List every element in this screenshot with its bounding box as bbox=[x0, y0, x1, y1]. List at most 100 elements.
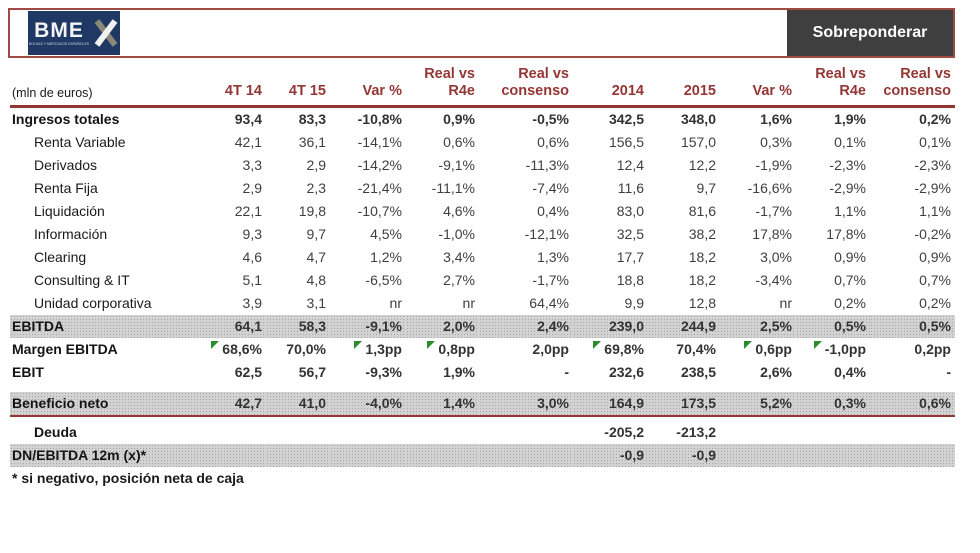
cell-text: 1,1% bbox=[834, 203, 866, 220]
cell-value: 2,0pp bbox=[479, 338, 573, 361]
cell-value: -2,9% bbox=[870, 177, 955, 200]
cell-value: 3,4% bbox=[406, 246, 479, 269]
table-row: Renta Fija 2,9 2,3 -21,4% -11,1% -7,4% 11,6 9,7… bbox=[10, 177, 955, 200]
financial-table: (mln de euros) 4T 14 4T 15 Var % Real vs R4… bbox=[10, 66, 955, 467]
cell-text: -1,7% bbox=[532, 272, 569, 289]
cell-value: -205,2 bbox=[573, 421, 648, 444]
cell-text: 22,1 bbox=[234, 203, 262, 220]
cell-text: 0,6% bbox=[537, 134, 569, 151]
cell-text: 68,6% bbox=[211, 341, 262, 357]
cell-value: 1,3pp bbox=[330, 338, 406, 361]
cell-value: -11,1% bbox=[406, 177, 479, 200]
cell-value: 232,6 bbox=[573, 361, 648, 384]
cell-text: 156,5 bbox=[608, 134, 644, 151]
bme-logo-tagline: BOLSAS Y MERCADOS ESPAÑOLES bbox=[28, 41, 90, 46]
cell-value: 1,3% bbox=[479, 246, 573, 269]
cell-text: 173,5 bbox=[680, 395, 716, 412]
cell-value bbox=[406, 443, 479, 467]
cell-text: -1,9% bbox=[755, 157, 792, 174]
cell-value: -1,7% bbox=[720, 200, 796, 223]
spacer-row bbox=[10, 384, 955, 392]
cell-value: 62,5 bbox=[202, 361, 266, 384]
row-label: Deuda bbox=[34, 424, 77, 441]
cell-value: -9,1% bbox=[406, 154, 479, 177]
cell-value: 81,6 bbox=[648, 200, 720, 223]
cell-value: -0,9 bbox=[573, 443, 648, 467]
unit-label: (mln de euros) bbox=[10, 66, 202, 108]
cell-text: 36,1 bbox=[298, 134, 326, 151]
cell-text: 0,2% bbox=[919, 111, 951, 128]
green-flag-icon bbox=[593, 341, 602, 350]
bme-x-icon bbox=[94, 19, 118, 47]
cell-value: 2,4% bbox=[479, 314, 573, 338]
cell-text: -9,1% bbox=[365, 318, 402, 335]
cell-text: 38,2 bbox=[688, 226, 716, 243]
cell-text: 4,6 bbox=[242, 249, 262, 266]
row-label: Clearing bbox=[34, 249, 87, 266]
column-header: Var % bbox=[720, 66, 796, 108]
cell-text: 0,4% bbox=[834, 364, 866, 381]
cell-value: 0,9% bbox=[870, 246, 955, 269]
cell-value: 83,3 bbox=[266, 106, 330, 131]
cell-value: 0,7% bbox=[796, 269, 870, 292]
cell-text: -0,9 bbox=[691, 447, 716, 464]
cell-value bbox=[406, 421, 479, 444]
cell-text: 17,8% bbox=[826, 226, 866, 243]
cell-text: 0,9% bbox=[919, 249, 951, 266]
cell-value: -11,3% bbox=[479, 154, 573, 177]
cell-text: -21,4% bbox=[357, 180, 402, 197]
column-header: Real vs consenso bbox=[479, 66, 573, 108]
cell-text: -7,4% bbox=[532, 180, 569, 197]
cell-value: 0,8pp bbox=[406, 338, 479, 361]
cell-value: 0,1% bbox=[796, 131, 870, 154]
table-row: Consulting & IT 5,1 4,8 -6,5% 2,7% -1,7% 18,8 1… bbox=[10, 269, 955, 292]
cell-text: 3,1 bbox=[306, 295, 326, 312]
cell-value bbox=[266, 421, 330, 444]
cell-value: 3,3 bbox=[202, 154, 266, 177]
cell-value: -12,1% bbox=[479, 223, 573, 246]
cell-value: 238,5 bbox=[648, 361, 720, 384]
cell-value bbox=[479, 443, 573, 467]
cell-text: 17,8% bbox=[752, 226, 792, 243]
cell-value: 0,2% bbox=[870, 292, 955, 315]
cell-text: 83,3 bbox=[298, 111, 326, 128]
divider-row bbox=[10, 414, 955, 421]
cell-value: 70,4% bbox=[648, 338, 720, 361]
row-label: Unidad corporativa bbox=[34, 295, 152, 312]
cell-value: 42,7 bbox=[202, 391, 266, 416]
cell-text: 1,4% bbox=[443, 395, 475, 412]
cell-text: -2,9% bbox=[829, 180, 866, 197]
table-row: Unidad corporativa 3,9 3,1 nr nr 64,4% 9,9 12,8… bbox=[10, 292, 955, 315]
cell-text: -9,3% bbox=[365, 364, 402, 381]
cell-text: 42,1 bbox=[234, 134, 262, 151]
cell-text: 0,3% bbox=[834, 395, 866, 412]
cell-text: 70,0% bbox=[286, 341, 326, 358]
cell-value: nr bbox=[330, 292, 406, 315]
cell-value: 5,1 bbox=[202, 269, 266, 292]
bme-logo-wordmark: BME bbox=[34, 18, 84, 42]
bme-logo: BME BOLSAS Y MERCADOS ESPAÑOLES bbox=[28, 11, 120, 55]
cell-value: 164,9 bbox=[573, 391, 648, 416]
cell-text: 19,8 bbox=[298, 203, 326, 220]
cell-value: -9,1% bbox=[330, 314, 406, 338]
cell-text: 18,2 bbox=[688, 272, 716, 289]
table-row: Derivados 3,3 2,9 -14,2% -9,1% -11,3% 12,4 12,2… bbox=[10, 154, 955, 177]
cell-text: 1,9% bbox=[443, 364, 475, 381]
cell-text: 9,7 bbox=[306, 226, 326, 243]
cell-value: 12,8 bbox=[648, 292, 720, 315]
cell-value: -7,4% bbox=[479, 177, 573, 200]
cell-value: 38,2 bbox=[648, 223, 720, 246]
cell-value bbox=[720, 421, 796, 444]
cell-text: -12,1% bbox=[524, 226, 569, 243]
cell-text: 4,7 bbox=[306, 249, 326, 266]
cell-text: -205,2 bbox=[604, 424, 644, 441]
cell-value: 0,2% bbox=[870, 106, 955, 131]
table-row: DN/EBITDA 12m (x)* -0,9 -0,9 bbox=[10, 443, 955, 467]
cell-text: 0,9% bbox=[834, 249, 866, 266]
table-row: Información 9,3 9,7 4,5% -1,0% -12,1% 32,5 38,2… bbox=[10, 223, 955, 246]
cell-value: 36,1 bbox=[266, 131, 330, 154]
cell-text: 0,2% bbox=[919, 295, 951, 312]
cell-text: 18,2 bbox=[688, 249, 716, 266]
cell-value: -3,4% bbox=[720, 269, 796, 292]
cell-text: 164,9 bbox=[608, 395, 644, 412]
